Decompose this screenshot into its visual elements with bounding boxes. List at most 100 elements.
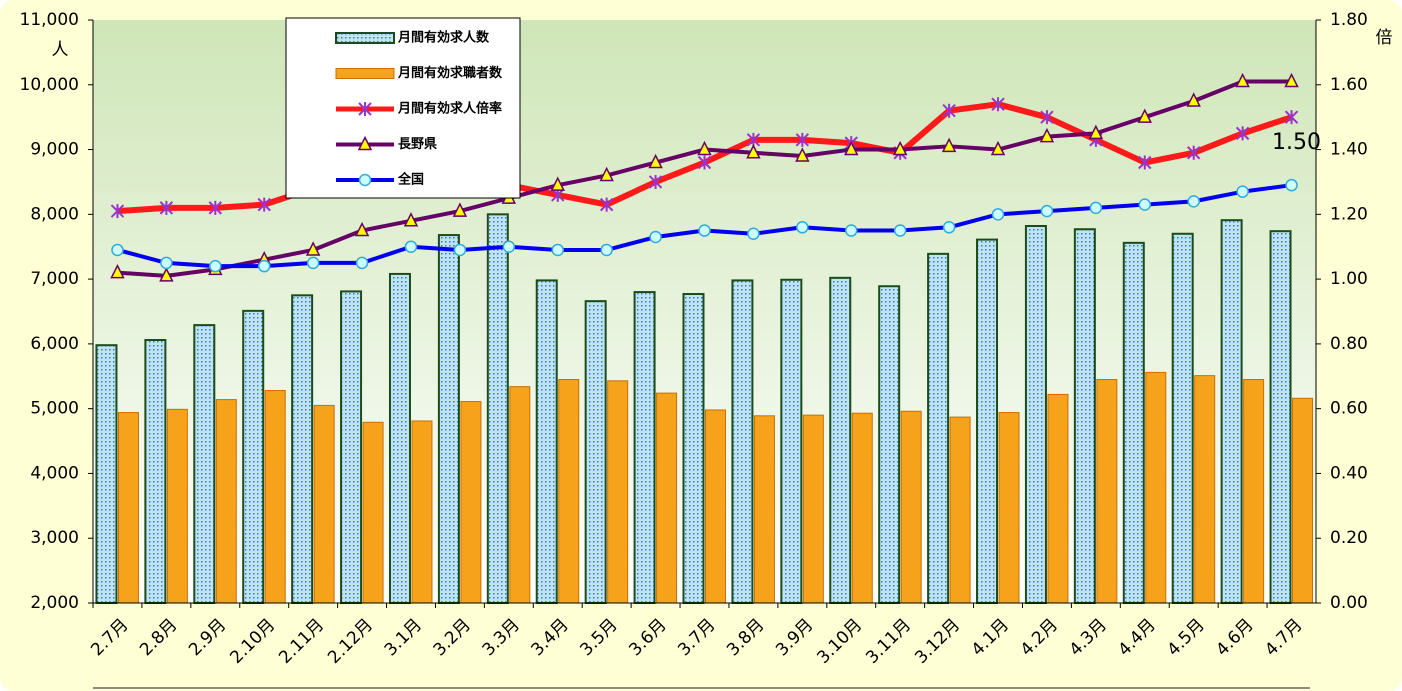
marker <box>1040 204 1054 218</box>
marker <box>358 102 372 116</box>
bar <box>215 399 237 604</box>
marker <box>1039 127 1055 143</box>
marker <box>306 256 320 270</box>
marker <box>550 176 565 191</box>
bar <box>633 291 656 604</box>
marker <box>599 197 614 212</box>
y2-tick-label: 1.60 <box>1330 75 1368 95</box>
bar <box>1024 224 1047 604</box>
legend <box>285 17 521 199</box>
y-axis-label: 人 <box>52 40 69 60</box>
data-label: 1.50 <box>1272 130 1321 155</box>
marker <box>357 135 373 151</box>
bar <box>193 324 216 604</box>
legend-label: 月間有効求人倍率 <box>397 101 502 117</box>
y-tick-label: 3,000 <box>30 528 79 548</box>
bar <box>411 420 433 604</box>
bar <box>558 379 580 604</box>
y2-tick-label: 1.20 <box>1330 204 1368 224</box>
legend-swatch <box>335 32 395 44</box>
marker <box>111 243 124 257</box>
marker <box>1236 185 1249 198</box>
bar <box>802 414 824 604</box>
y-tick-label: 9,000 <box>30 140 79 160</box>
marker <box>257 259 271 273</box>
marker <box>257 197 271 212</box>
marker <box>600 243 613 257</box>
marker <box>110 263 125 279</box>
marker <box>209 259 222 273</box>
y2-tick-label: 1.00 <box>1330 269 1368 289</box>
y-tick-label: 6,000 <box>30 334 79 354</box>
y2-tick-label: 0.60 <box>1330 399 1368 419</box>
y2-tick-label: 1.80 <box>1330 10 1368 30</box>
bar <box>535 279 558 604</box>
bar <box>1122 241 1145 605</box>
marker <box>159 200 174 215</box>
bar <box>117 412 139 604</box>
y-tick-label: 7,000 <box>30 269 79 289</box>
bar <box>313 404 335 604</box>
marker <box>1285 178 1298 192</box>
bar <box>705 409 726 604</box>
bar <box>1269 230 1292 604</box>
marker <box>845 224 858 237</box>
bar <box>607 380 629 604</box>
y2-tick-label: 0.80 <box>1330 334 1368 354</box>
marker <box>1089 201 1103 215</box>
bar <box>1194 375 1216 604</box>
marker <box>648 174 663 189</box>
marker <box>599 166 614 182</box>
marker <box>942 221 956 234</box>
marker <box>1235 72 1250 88</box>
bar <box>900 410 922 604</box>
marker <box>892 140 908 156</box>
bar <box>264 390 286 604</box>
y2-axis-label: 倍 <box>1376 28 1393 48</box>
marker <box>1040 110 1054 125</box>
marker <box>452 202 468 217</box>
y2-tick-label: 0.40 <box>1330 463 1368 483</box>
y-tick-label: 11,000 <box>20 10 79 30</box>
y-tick-label: 5,000 <box>30 399 79 419</box>
marker <box>795 132 810 147</box>
bar <box>291 294 314 604</box>
bar <box>1243 379 1265 604</box>
marker <box>941 137 957 153</box>
legend-label: 長野県 <box>398 137 437 152</box>
marker <box>1186 92 1201 107</box>
marker <box>1138 155 1152 170</box>
bar <box>1292 397 1314 604</box>
marker <box>551 243 564 257</box>
marker <box>991 97 1005 112</box>
bar <box>1096 379 1118 604</box>
marker <box>844 140 859 156</box>
bar <box>340 290 363 604</box>
legend-label: 月間有効求人数 <box>397 30 490 46</box>
marker <box>991 208 1005 221</box>
legend-label: 全国 <box>397 172 424 188</box>
bar <box>656 392 678 604</box>
bar <box>166 408 188 604</box>
marker <box>796 221 809 234</box>
marker <box>1187 195 1200 208</box>
legend-label: 月間有効求職者数 <box>397 65 503 81</box>
marker <box>1137 108 1152 123</box>
legend-swatch <box>335 68 395 79</box>
marker <box>159 267 174 282</box>
bar <box>486 213 509 604</box>
marker <box>697 140 712 156</box>
marker <box>648 153 663 169</box>
bar <box>1145 371 1167 604</box>
marker <box>1138 198 1152 211</box>
marker <box>649 230 662 244</box>
marker <box>502 240 516 253</box>
bar <box>1047 393 1069 604</box>
bar <box>878 285 901 604</box>
bar <box>682 293 705 604</box>
y2-tick-label: 0.20 <box>1330 528 1368 548</box>
marker <box>795 147 810 162</box>
y-tick-label: 8,000 <box>30 204 79 224</box>
marker <box>404 240 418 253</box>
bar <box>731 279 754 604</box>
